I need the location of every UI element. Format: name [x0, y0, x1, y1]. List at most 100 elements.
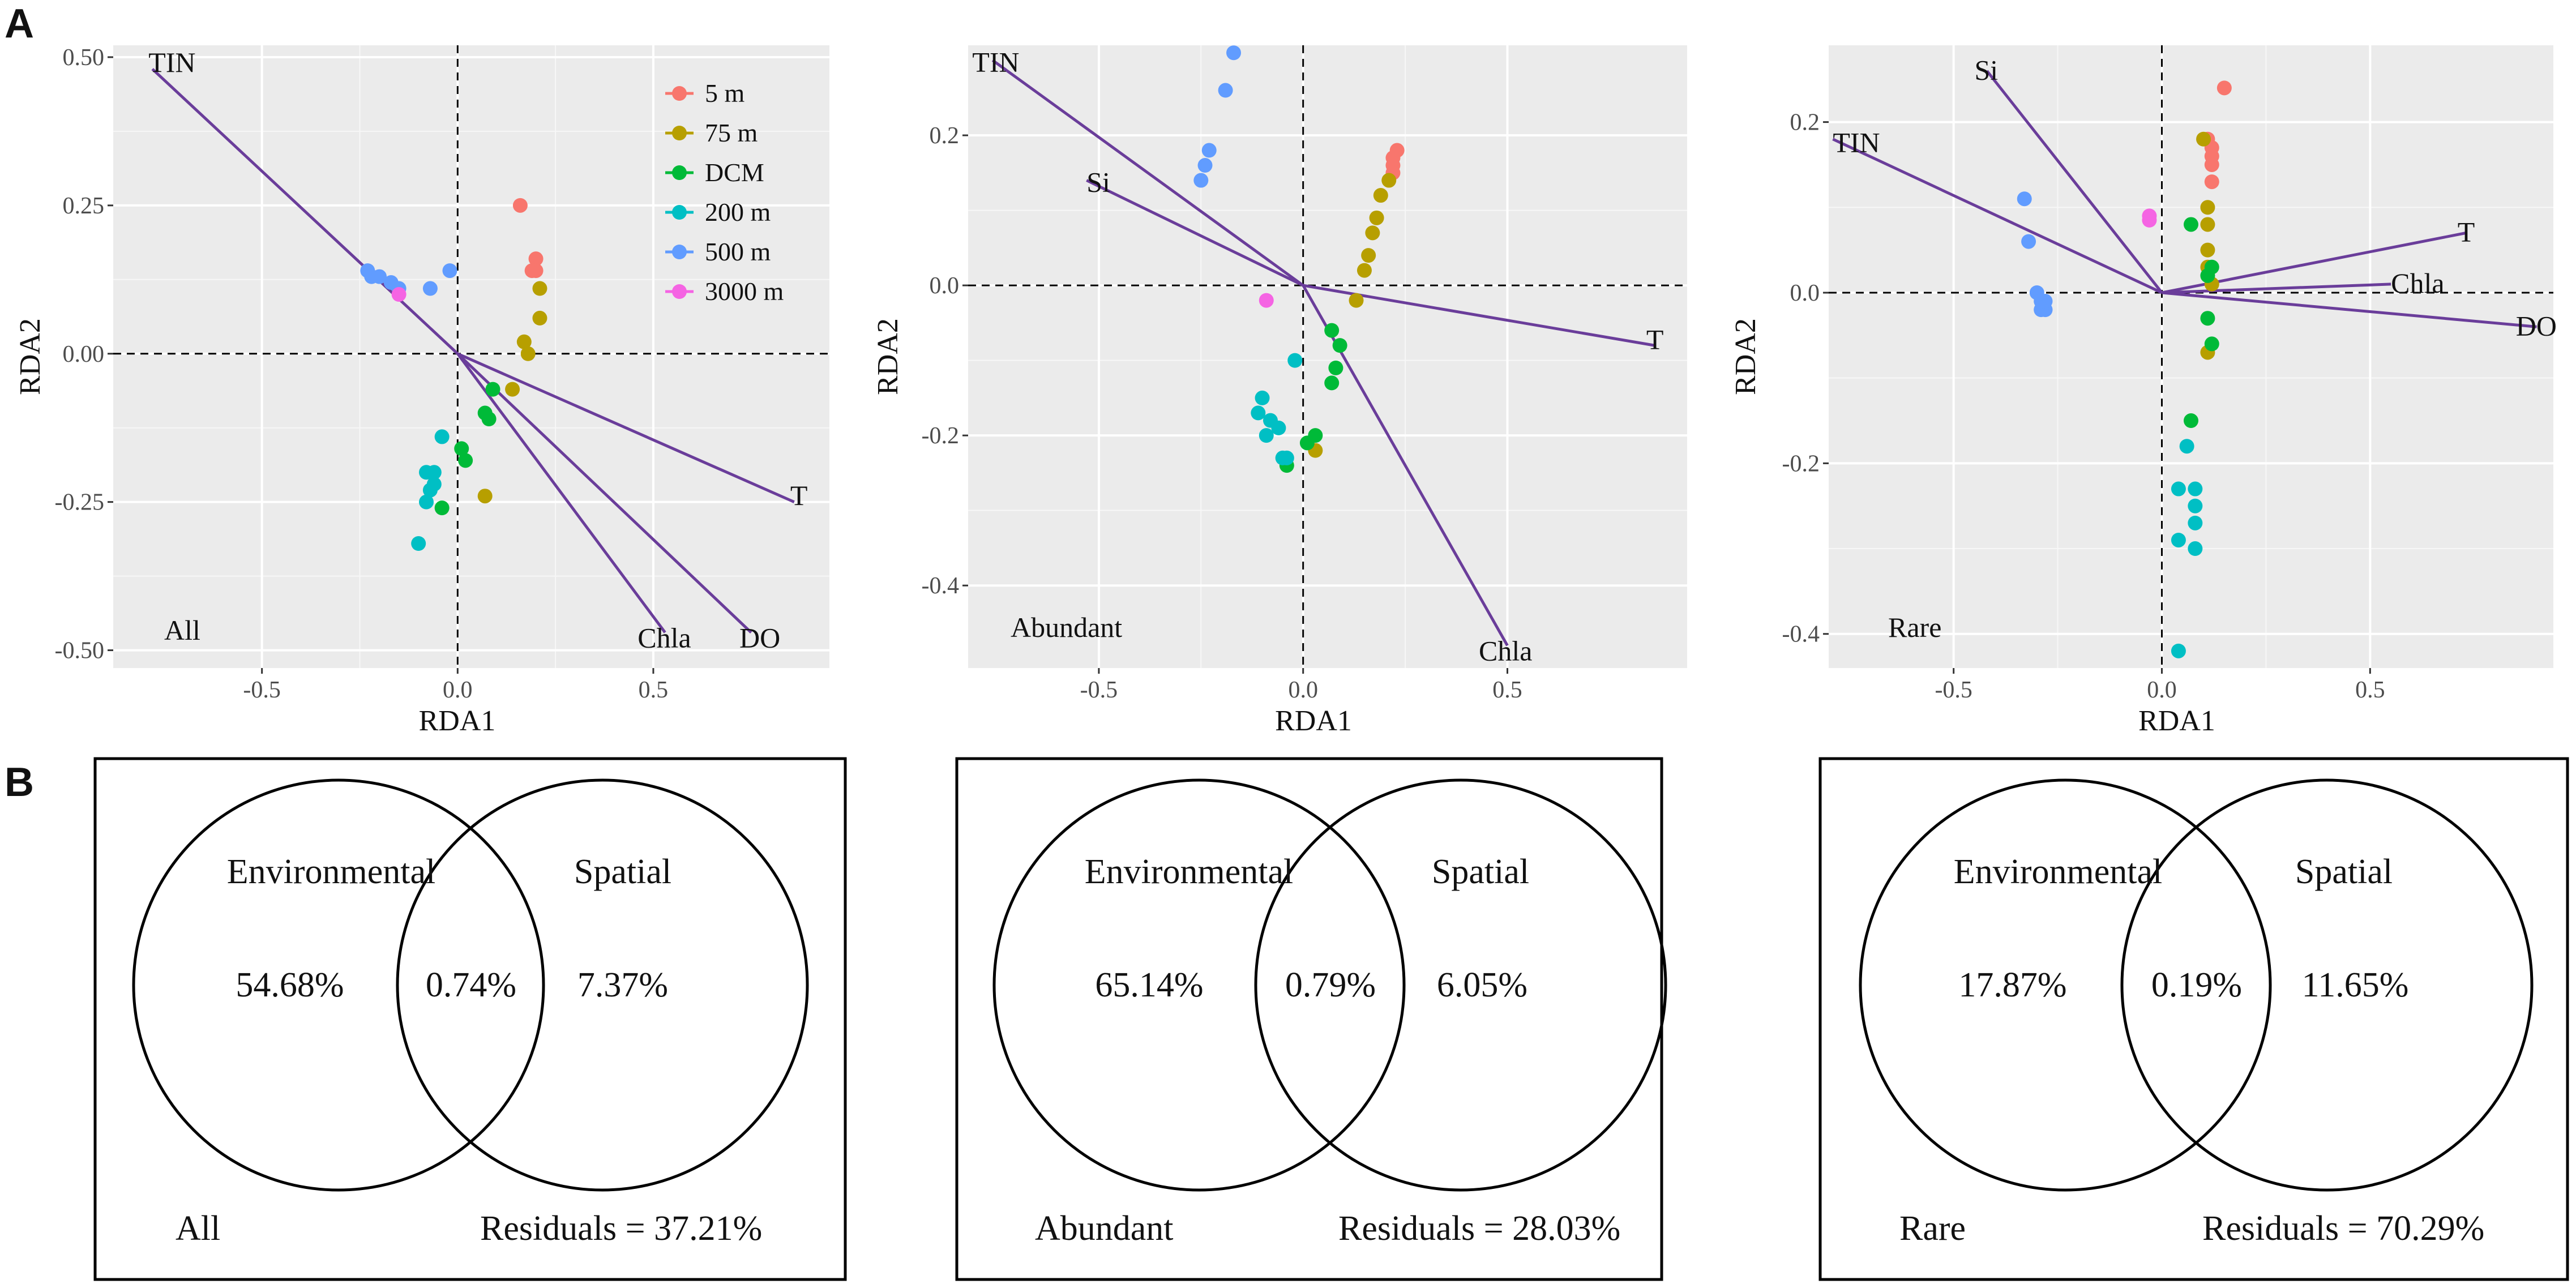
y-tick-label: -0.4 — [922, 573, 960, 599]
rda-plot-abundant: -0.5 0.0 0.5 -0.4 -0.2 0.0 0.2 TIN Si T Chla RDA1 RD… — [872, 45, 1687, 737]
point-200m — [419, 494, 434, 510]
residuals-label: Residuals = 70.29% — [2202, 1209, 2484, 1248]
y-axis-title: RDA2 — [14, 318, 46, 395]
arrow-tin — [1832, 138, 2163, 294]
x-axis-title: RDA1 — [2138, 705, 2215, 737]
point-200m — [2171, 643, 2186, 658]
x-tick-label: 0.5 — [2355, 677, 2385, 703]
y-tick-label: -0.2 — [922, 423, 960, 449]
point-75m — [505, 382, 520, 397]
point-75m — [477, 489, 493, 504]
point-75m — [2200, 217, 2215, 232]
legend-label: 500 m — [705, 237, 771, 266]
arrow-label-tin: TIN — [1833, 126, 1880, 158]
rda-plot-all: -0.5 0.0 0.5 -0.50 -0.25 0.00 0.25 0.50 TIN T Chla… — [14, 45, 829, 737]
point-500m — [2038, 294, 2053, 309]
legend-label: 5 m — [705, 79, 745, 108]
spatial-label: Spatial — [2295, 853, 2393, 891]
point-200m — [1251, 405, 1266, 421]
venn-frame — [955, 757, 1663, 1281]
plot-group-label: Abundant — [1011, 611, 1122, 643]
point-75m — [2200, 200, 2215, 215]
y-axis-title: RDA2 — [872, 318, 904, 395]
arrow-chla — [456, 353, 666, 634]
legend-label: 3000 m — [705, 277, 784, 306]
y-tick-label: 0.25 — [63, 193, 105, 219]
plot-panel — [1829, 45, 2553, 668]
legend-label: DCM — [705, 158, 764, 187]
environmental-circle — [1859, 778, 2272, 1192]
point-200m — [1259, 428, 1274, 443]
panel-label-b: B — [5, 760, 34, 805]
arrow-do — [2162, 291, 2537, 328]
legend: 5 m 75 m DCM 200 m 500 m 3000 m — [665, 79, 784, 306]
panel-label-a: A — [5, 1, 34, 46]
point-5m — [2216, 80, 2232, 96]
point-dcm — [2200, 311, 2215, 326]
spatial-circle — [2120, 778, 2534, 1192]
point-75m — [532, 281, 547, 296]
legend-label: 200 m — [705, 198, 771, 226]
point-dcm — [2204, 336, 2219, 352]
arrow-tin — [151, 68, 459, 355]
x-tick-label: 0.0 — [2147, 677, 2177, 703]
legend-key — [672, 284, 687, 299]
arrow-label-si: Si — [1974, 54, 1998, 85]
point-200m — [426, 465, 442, 480]
environmental-label: Environmental — [1085, 853, 1293, 891]
group-label: Rare — [1899, 1209, 1966, 1248]
point-3000m — [1259, 293, 1274, 308]
point-3000m — [391, 287, 406, 302]
point-75m — [1381, 173, 1397, 188]
x-tick-label: 0.5 — [639, 677, 669, 703]
point-75m — [516, 334, 532, 349]
venn-rare: Environmental Spatial 17.87% 0.19% 11.65… — [1818, 757, 2569, 1281]
plot-panel — [968, 45, 1687, 668]
arrow-tin — [991, 59, 1304, 287]
arrow-label-chla: Chla — [1479, 635, 1532, 667]
point-75m — [1357, 263, 1372, 278]
point-dcm — [481, 412, 497, 426]
legend-key — [672, 86, 687, 101]
legend-label: 75 m — [705, 118, 758, 147]
point-500m — [422, 281, 438, 296]
group-label: All — [176, 1209, 220, 1248]
point-500m — [1201, 143, 1217, 158]
point-dcm — [2200, 268, 2215, 283]
venn-frame — [93, 757, 847, 1281]
point-200m — [1255, 390, 1270, 405]
arrow-label-tin: TIN — [972, 46, 1019, 78]
arrow-label-tin: TIN — [148, 46, 195, 78]
point-75m — [1361, 248, 1376, 263]
arrow-label-chla: Chla — [637, 622, 691, 653]
y-tick-label: -0.4 — [1782, 622, 1820, 648]
y-tick-label: -0.2 — [1782, 451, 1820, 477]
spatial-value: 11.65% — [2302, 966, 2409, 1004]
point-75m — [2200, 242, 2215, 258]
y-tick-label: 0.2 — [930, 123, 960, 149]
point-75m — [1369, 210, 1384, 225]
group-label: Abundant — [1035, 1209, 1174, 1248]
point-dcm — [2184, 217, 2198, 232]
point-200m — [2188, 515, 2203, 530]
point-dcm — [2184, 413, 2198, 429]
point-500m — [1193, 173, 1209, 188]
point-200m — [1271, 420, 1286, 435]
point-dcm — [1324, 375, 1340, 391]
point-500m — [442, 263, 457, 279]
spatial-label: Spatial — [1432, 853, 1529, 891]
shared-value: 0.74% — [426, 966, 516, 1004]
point-75m — [520, 346, 536, 361]
legend-key — [672, 205, 687, 220]
venn-all: Environmental Spatial 54.68% 0.74% 7.37%… — [93, 757, 847, 1281]
point-200m — [2171, 532, 2186, 547]
y-tick-label: 0.0 — [930, 273, 960, 299]
rda-plot-rare: -0.5 0.0 0.5 -0.4 -0.2 0.0 0.2 Si TIN T Chla DO RDA1… — [1730, 45, 2557, 737]
residuals-label: Residuals = 37.21% — [480, 1209, 762, 1248]
arrow-t — [1303, 284, 1655, 347]
point-75m — [532, 310, 547, 326]
arrow-label-t: T — [790, 480, 808, 511]
x-tick-label: -0.5 — [1935, 677, 1972, 703]
arrow-si — [1086, 179, 1304, 287]
point-200m — [411, 536, 426, 551]
